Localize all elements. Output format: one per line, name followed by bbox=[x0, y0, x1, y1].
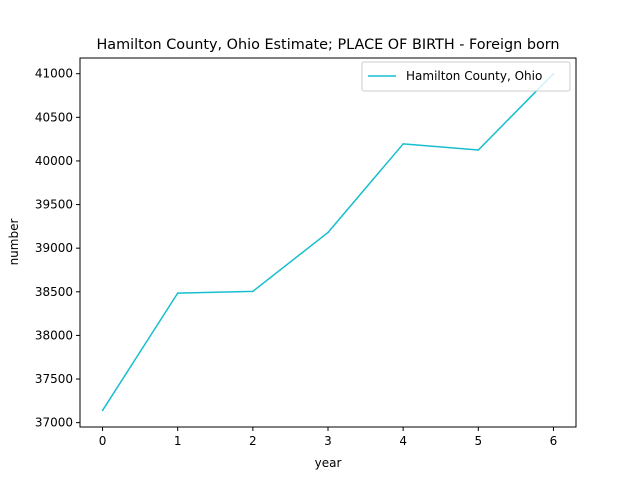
y-tick-label: 39000 bbox=[35, 241, 73, 255]
data-point bbox=[252, 290, 254, 293]
series-group bbox=[101, 72, 555, 412]
x-axis-ticks: 0 1 2 3 4 5 6 bbox=[99, 427, 558, 448]
x-tick-label: 1 bbox=[174, 434, 182, 448]
y-tick-label: 40000 bbox=[35, 154, 73, 168]
x-axis-label: year bbox=[315, 456, 342, 470]
x-tick-label: 2 bbox=[249, 434, 257, 448]
y-tick-label: 41000 bbox=[35, 67, 73, 81]
y-tick-label: 39500 bbox=[35, 198, 73, 212]
y-axis-ticks: 37000 37500 38000 38500 39000 39500 40000 40500… bbox=[35, 67, 80, 430]
legend: Hamilton County, Ohio bbox=[361, 61, 571, 92]
y-axis-label: number bbox=[7, 219, 21, 266]
x-tick-label: 6 bbox=[550, 434, 558, 448]
x-tick-label: 4 bbox=[399, 434, 407, 448]
legend-box bbox=[361, 61, 571, 92]
legend-label: Hamilton County, Ohio bbox=[406, 69, 542, 83]
x-tick-label: 5 bbox=[474, 434, 482, 448]
data-point bbox=[477, 149, 480, 151]
y-tick-label: 38000 bbox=[35, 328, 73, 342]
y-tick-label: 38500 bbox=[35, 285, 73, 299]
plot-frame bbox=[79, 57, 577, 428]
x-tick-label: 0 bbox=[99, 434, 107, 448]
data-point bbox=[101, 409, 104, 412]
data-point bbox=[176, 292, 179, 294]
data-point bbox=[402, 143, 404, 145]
y-tick-label: 37500 bbox=[35, 372, 73, 386]
y-tick-label: 37000 bbox=[35, 416, 73, 430]
y-tick-label: 40500 bbox=[35, 110, 73, 124]
x-tick-label: 3 bbox=[324, 434, 332, 448]
plot-area bbox=[80, 58, 576, 427]
chart-title: Hamilton County, Ohio Estimate; PLACE OF… bbox=[96, 37, 559, 53]
data-point bbox=[327, 231, 329, 234]
